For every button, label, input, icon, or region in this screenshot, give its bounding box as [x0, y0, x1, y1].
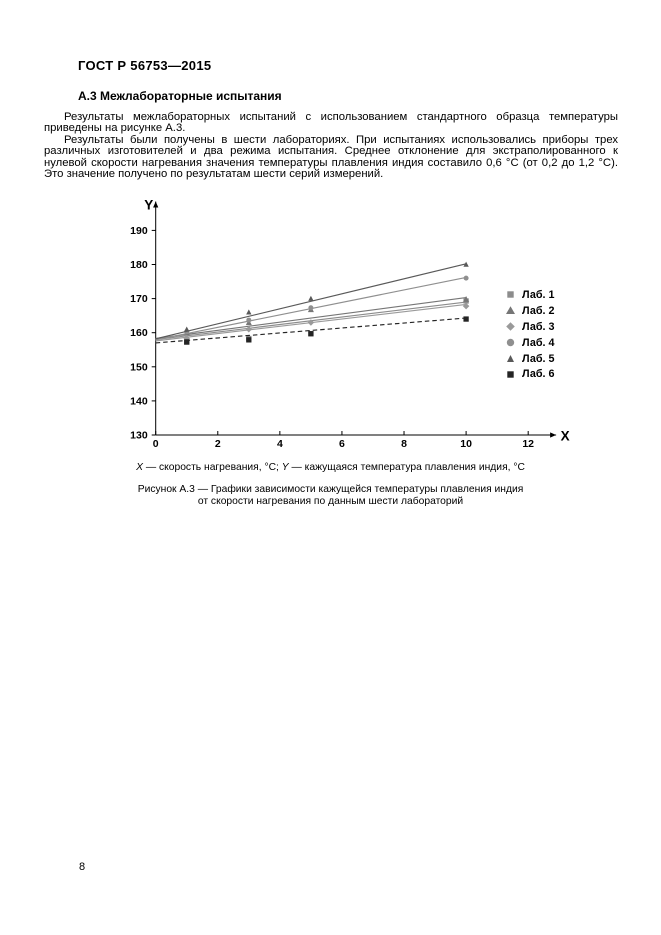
svg-text:0: 0	[153, 438, 159, 450]
svg-text:Y: Y	[144, 198, 153, 213]
svg-text:8: 8	[401, 438, 407, 450]
svg-text:180: 180	[130, 259, 148, 271]
svg-text:190: 190	[130, 225, 148, 237]
svg-text:170: 170	[130, 293, 148, 305]
svg-text:4: 4	[277, 438, 283, 450]
svg-text:6: 6	[339, 438, 345, 450]
svg-text:X: X	[561, 429, 570, 444]
svg-text:10: 10	[460, 438, 472, 450]
svg-text:2: 2	[215, 438, 221, 450]
svg-text:150: 150	[130, 361, 148, 373]
svg-text:140: 140	[130, 395, 148, 407]
svg-text:12: 12	[522, 438, 534, 450]
svg-text:130: 130	[130, 430, 148, 442]
svg-text:160: 160	[130, 327, 148, 339]
